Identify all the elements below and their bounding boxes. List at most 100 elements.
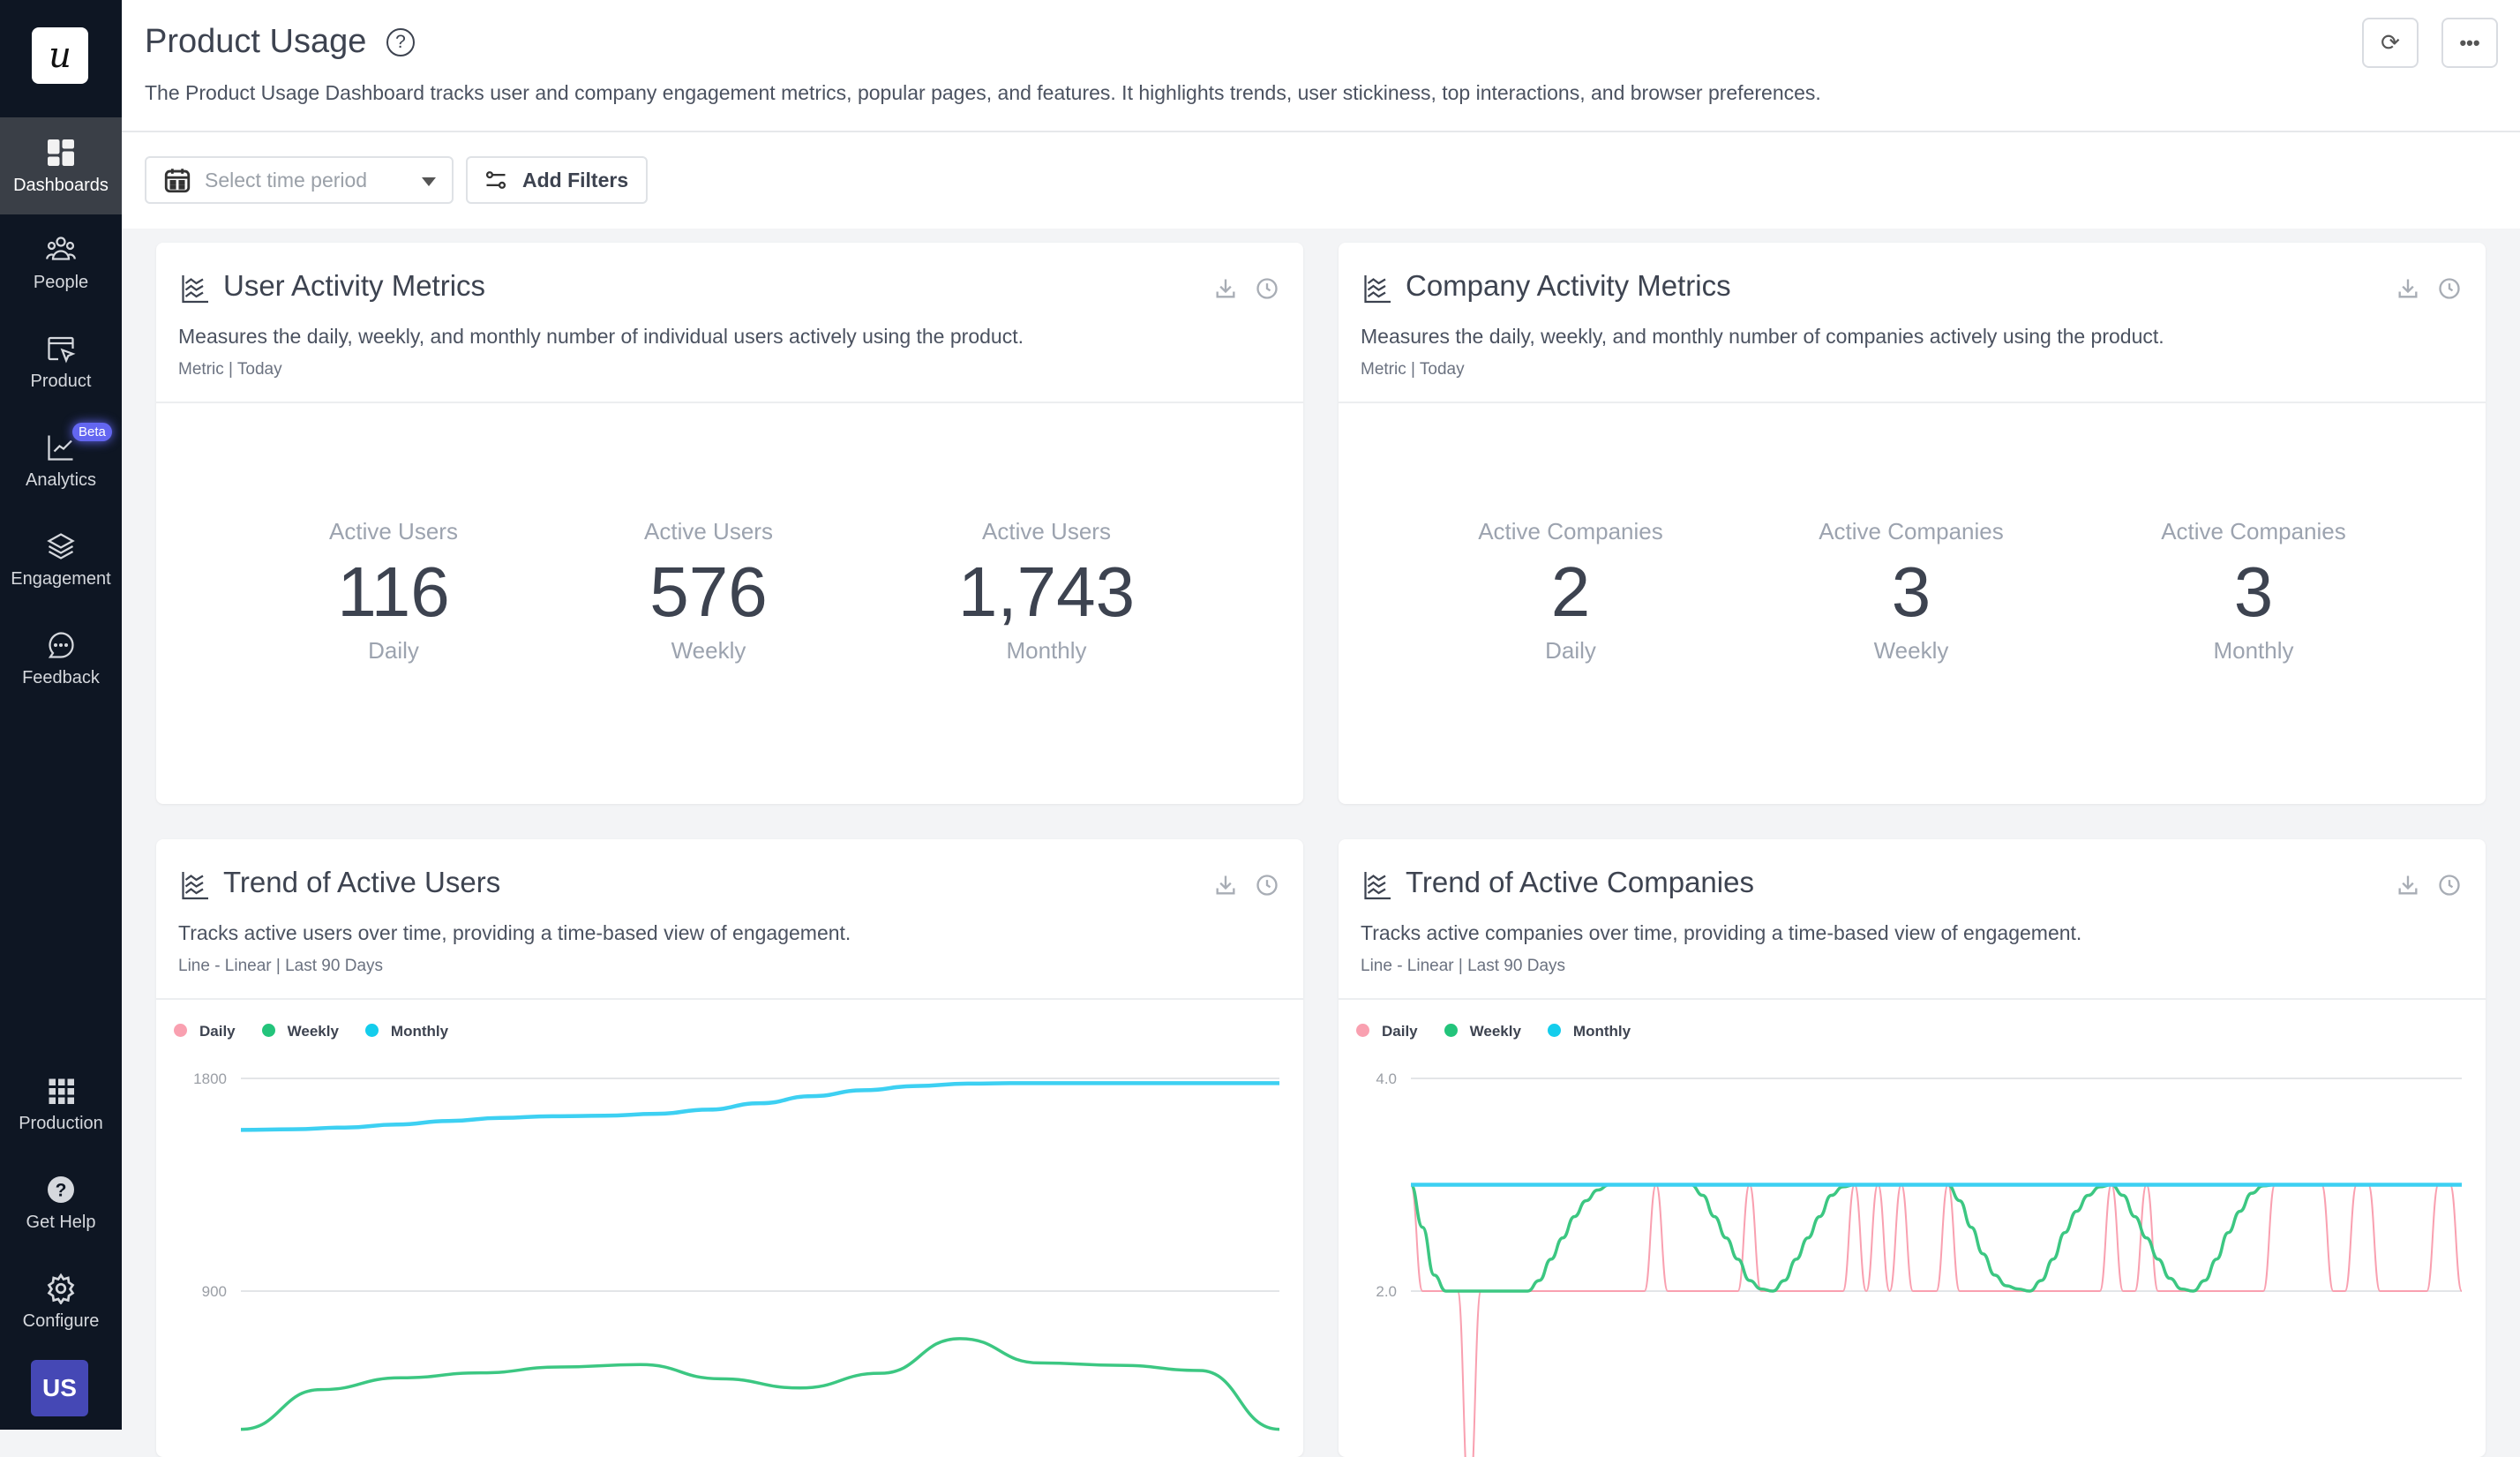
- sidebar-item-production[interactable]: Production: [0, 1055, 122, 1153]
- sidebar-item-label: People: [34, 273, 88, 293]
- legend-item-weekly[interactable]: Weekly: [262, 1023, 339, 1040]
- more-horizontal-icon: •••: [2459, 32, 2479, 55]
- trend-active-companies-card: 2.0 4.0 Trend of Active Companies Tracks …: [1339, 839, 2486, 1457]
- sidebar-item-configure[interactable]: Configure: [0, 1253, 122, 1350]
- sidebar-item-feedback[interactable]: Feedback: [0, 610, 122, 707]
- sidebar-item-get-help[interactable]: ? Get Help: [0, 1154, 122, 1251]
- card-title: Trend of Active Users: [223, 866, 500, 899]
- divider: [156, 402, 1303, 403]
- metric-period: Daily: [235, 637, 552, 665]
- metric-period: Weekly: [550, 637, 867, 665]
- sidebar-item-label: Analytics: [26, 470, 96, 491]
- clock-icon[interactable]: [1255, 873, 1279, 897]
- filter-sliders-icon: [484, 168, 508, 192]
- card-description: Tracks active users over time, providing…: [178, 921, 851, 945]
- sidebar-item-product[interactable]: Product: [0, 313, 122, 410]
- user-activity-metrics-card: User Activity Metrics Measures the daily…: [156, 243, 1303, 804]
- card-meta: Line - Linear | Last 90 Days: [1361, 957, 1565, 976]
- add-filters-button[interactable]: Add Filters: [466, 156, 648, 204]
- legend-item-daily[interactable]: Daily: [174, 1023, 236, 1040]
- sidebar-item-analytics[interactable]: Beta Analytics: [0, 412, 122, 509]
- beta-badge: Beta: [72, 423, 112, 441]
- metric-period: Weekly: [1752, 637, 2070, 665]
- app-logo[interactable]: u: [32, 27, 88, 84]
- legend-item-daily[interactable]: Daily: [1356, 1023, 1418, 1040]
- page-description: The Product Usage Dashboard tracks user …: [145, 81, 1821, 105]
- sidebar: u Dashboards People Product Beta Analyti…: [0, 0, 122, 1430]
- divider: [1339, 402, 2486, 403]
- card-description: Tracks active companies over time, provi…: [1361, 921, 2081, 945]
- chart-legend: Daily Weekly Monthly: [1356, 1023, 1631, 1040]
- card-title: User Activity Metrics: [223, 269, 485, 303]
- y-tick-label: 900: [202, 1283, 227, 1300]
- metric-weekly: Active Users 576 Weekly: [550, 518, 867, 665]
- chart-type-icon: [1361, 869, 1393, 901]
- series-line-weekly: [1411, 1185, 2462, 1292]
- sidebar-item-dashboards[interactable]: Dashboards: [0, 117, 122, 214]
- sidebar-item-label: Production: [19, 1114, 103, 1134]
- page-title: Product Usage: [145, 23, 366, 61]
- svg-text:?: ?: [56, 1180, 67, 1200]
- y-tick-label: 4.0: [1376, 1070, 1397, 1087]
- chart-legend: Daily Weekly Monthly: [174, 1023, 448, 1040]
- caret-down-icon: [422, 177, 436, 193]
- time-period-select[interactable]: Select time period: [145, 156, 454, 204]
- help-icon[interactable]: ?: [386, 28, 415, 56]
- card-title: Trend of Active Companies: [1406, 866, 1754, 899]
- divider: [122, 131, 2520, 132]
- series-line-weekly: [241, 1339, 1279, 1430]
- y-tick-label: 2.0: [1376, 1283, 1397, 1300]
- y-tick-label: 1800: [193, 1070, 227, 1087]
- layers-icon: [45, 530, 77, 562]
- series-line-monthly: [241, 1083, 1279, 1130]
- company-activity-metrics-card: Company Activity Metrics Measures the da…: [1339, 243, 2486, 804]
- metric-value: 576: [550, 552, 867, 632]
- metric-period: Daily: [1412, 637, 1729, 665]
- download-icon[interactable]: [1213, 873, 1238, 897]
- metric-value: 3: [2095, 552, 2412, 632]
- chart-type-icon: [179, 273, 211, 304]
- add-filters-label: Add Filters: [522, 169, 628, 192]
- card-description: Measures the daily, weekly, and monthly …: [1361, 325, 2164, 349]
- metric-value: 3: [1752, 552, 2070, 632]
- card-meta: Metric | Today: [1361, 360, 1465, 379]
- chart-type-icon: [1361, 273, 1393, 304]
- legend-item-monthly[interactable]: Monthly: [1548, 1023, 1631, 1040]
- sidebar-item-people[interactable]: People: [0, 214, 122, 312]
- sidebar-item-label: Feedback: [22, 668, 100, 688]
- legend-item-weekly[interactable]: Weekly: [1444, 1023, 1521, 1040]
- product-window-cursor-icon: [45, 333, 77, 364]
- card-meta: Metric | Today: [178, 360, 282, 379]
- clock-icon[interactable]: [1255, 276, 1279, 301]
- divider: [1339, 998, 2486, 1000]
- refresh-icon: ⟳: [2381, 29, 2400, 56]
- user-avatar[interactable]: US: [31, 1360, 88, 1416]
- sidebar-item-engagement[interactable]: Engagement: [0, 511, 122, 608]
- more-options-button[interactable]: •••: [2441, 18, 2498, 68]
- metric-period: Monthly: [888, 637, 1205, 665]
- metric-value: 2: [1412, 552, 1729, 632]
- line-chart-icon: [45, 432, 77, 463]
- metric-label: Active Users: [550, 518, 867, 545]
- sidebar-item-label: Product: [31, 372, 92, 392]
- sidebar-item-label: Configure: [23, 1311, 100, 1332]
- people-icon: [45, 234, 77, 266]
- gear-icon: [45, 1273, 77, 1304]
- download-icon[interactable]: [2396, 873, 2420, 897]
- clock-icon[interactable]: [2437, 873, 2462, 897]
- sidebar-item-label: Dashboards: [13, 176, 109, 196]
- clock-icon[interactable]: [2437, 276, 2462, 301]
- metric-label: Active Companies: [2095, 518, 2412, 545]
- metric-value: 1,743: [888, 552, 1205, 632]
- legend-item-monthly[interactable]: Monthly: [365, 1023, 448, 1040]
- chart-type-icon: [179, 869, 211, 901]
- refresh-button[interactable]: ⟳: [2362, 18, 2419, 68]
- download-icon[interactable]: [2396, 276, 2420, 301]
- metric-label: Active Users: [888, 518, 1205, 545]
- download-icon[interactable]: [1213, 276, 1238, 301]
- card-description: Measures the daily, weekly, and monthly …: [178, 325, 1024, 349]
- sidebar-item-label: Engagement: [11, 569, 110, 590]
- metric-label: Active Users: [235, 518, 552, 545]
- page-header: Product Usage ? The Product Usage Dashbo…: [122, 0, 2520, 229]
